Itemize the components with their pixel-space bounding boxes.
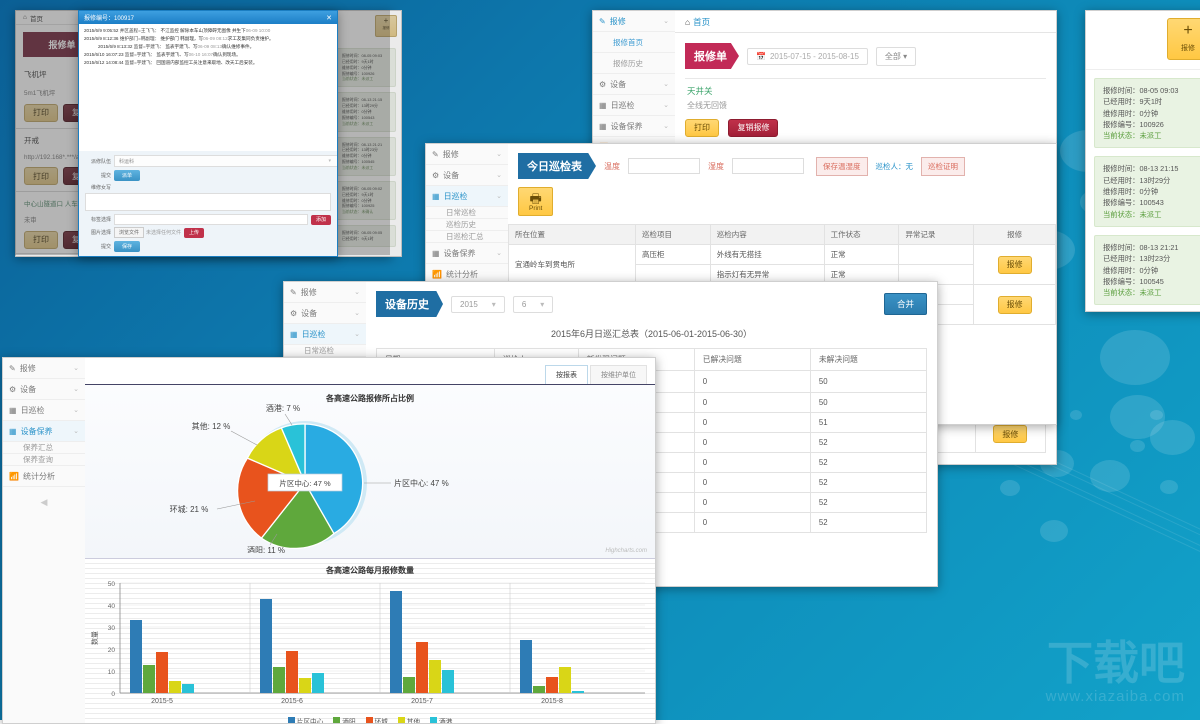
svg-text:30: 30 (108, 625, 116, 632)
svg-text:2015-5: 2015-5 (151, 698, 173, 705)
svg-text:10: 10 (108, 669, 116, 676)
svg-text:环城: 21 %: 环城: 21 % (170, 505, 209, 514)
svg-text:其他: 12 %: 其他: 12 % (192, 421, 231, 431)
svg-text:片区中心: 47 %: 片区中心: 47 % (394, 478, 449, 488)
svg-text:50: 50 (108, 581, 116, 588)
svg-text:2015-6: 2015-6 (281, 698, 303, 705)
svg-text:片区中心: 47 %: 片区中心: 47 % (279, 478, 331, 488)
svg-text:2015-7: 2015-7 (411, 698, 433, 705)
svg-text:40: 40 (108, 603, 116, 610)
svg-text:20: 20 (108, 647, 116, 654)
svg-text:0: 0 (111, 691, 115, 698)
svg-text:2015-8: 2015-8 (541, 698, 563, 705)
svg-text:酒港: 7 %: 酒港: 7 % (266, 403, 300, 413)
svg-text:酒阳: 11 %: 酒阳: 11 % (247, 546, 285, 553)
svg-text:数量: 数量 (90, 631, 99, 645)
